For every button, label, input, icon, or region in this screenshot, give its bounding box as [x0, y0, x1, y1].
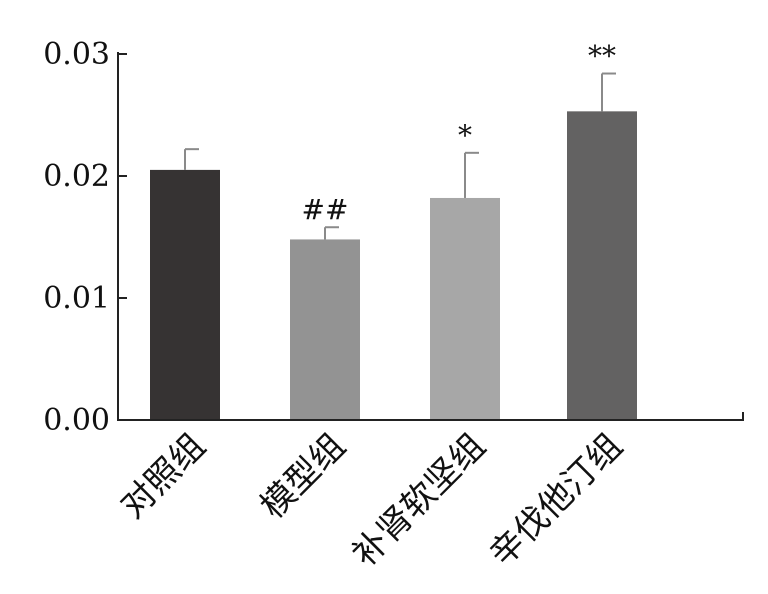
significance-label-4: ** [588, 40, 616, 73]
bar-4 [567, 111, 637, 420]
y-tick-label-0: 0.00 [43, 403, 110, 438]
x-category-label-1: 对照组 [113, 426, 213, 526]
y-tick-label-1: 0.01 [43, 281, 110, 316]
x-category-label-3: 补肾软坚组 [345, 426, 493, 574]
bar-2 [290, 239, 360, 420]
bar-3 [430, 197, 500, 420]
x-category-label-4: 辛伐他汀组 [482, 426, 630, 574]
y-tick-label-2: 0.02 [43, 159, 110, 194]
significance-label-2: ## [302, 193, 349, 226]
significance-label-3: * [458, 119, 472, 152]
bar-1 [150, 169, 220, 420]
y-tick-label-3: 0.03 [43, 37, 110, 72]
x-category-label-2: 模型组 [253, 426, 353, 526]
